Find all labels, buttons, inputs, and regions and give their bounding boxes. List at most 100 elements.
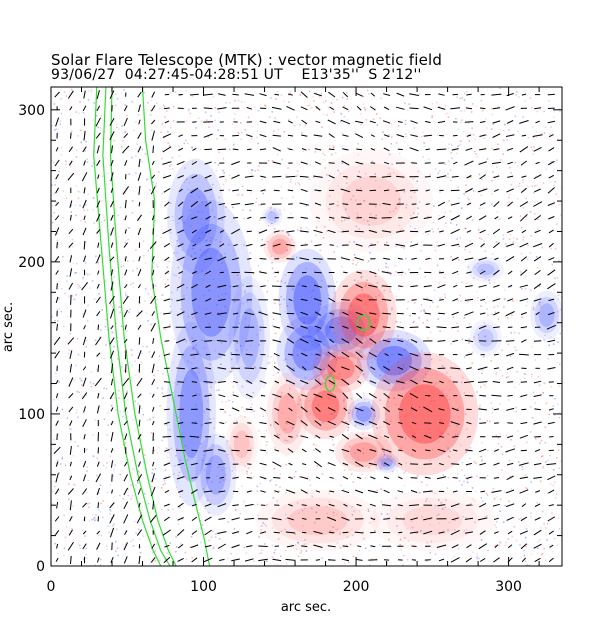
noise-speck [144,288,147,290]
field-vector [162,146,172,153]
noise-speck [332,145,334,147]
field-vector [286,230,295,233]
noise-speck [100,558,102,561]
noise-speck [365,443,367,445]
field-vector [136,310,143,317]
noise-speck [398,224,401,227]
noise-speck [74,272,76,274]
field-vector [548,312,555,316]
negative-polarity-region [261,206,283,227]
noise-speck [508,196,510,199]
noise-speck [550,126,552,128]
noise-speck [169,305,172,308]
field-vector [478,257,487,261]
noise-speck [261,238,263,241]
noise-speck [196,351,199,354]
noise-speck [167,272,169,274]
noise-speck [116,123,118,126]
noise-speck [164,482,166,485]
noise-speck [175,546,178,548]
noise-speck [549,454,551,457]
noise-speck [315,92,318,94]
noise-speck [328,501,330,503]
field-vector [288,503,293,507]
noise-speck [336,281,338,283]
noise-speck [55,201,58,204]
noise-speck [241,131,243,133]
noise-speck [119,473,121,476]
noise-speck [529,211,532,213]
noise-speck [250,472,252,474]
noise-speck [254,170,256,172]
field-vector [479,107,486,110]
noise-speck [510,172,512,174]
noise-speck [542,455,544,457]
field-vector [70,294,72,305]
noise-speck [73,483,75,486]
noise-speck [463,316,466,319]
noise-speck [176,252,179,254]
noise-speck [448,389,451,391]
noise-speck [293,367,295,370]
noise-speck [379,431,381,433]
noise-speck [270,211,273,213]
noise-speck [504,256,506,258]
noise-speck [417,212,419,215]
field-vector [190,201,199,208]
field-vector [315,559,321,561]
noise-speck [542,392,544,394]
noise-speck [378,294,380,297]
observation-time: 04:27:45-04:28:51 UT [124,67,283,83]
noise-speck [290,90,292,93]
noise-speck [467,266,469,268]
noise-speck [62,190,65,192]
field-vector [451,544,459,549]
noise-speck [119,206,122,209]
field-vector [97,242,100,248]
field-vector [424,367,432,370]
field-vector [410,407,418,412]
noise-speck [92,383,94,385]
noise-speck [497,105,500,108]
noise-speck [481,269,484,271]
noise-speck [341,255,343,258]
field-vector [137,91,142,98]
noise-speck [340,120,342,123]
noise-speck [231,123,234,125]
noise-speck [88,506,90,509]
field-vector [55,201,60,207]
noise-speck [104,325,107,328]
field-vector [340,188,351,193]
field-vector [204,148,212,151]
field-vector [396,175,405,178]
field-vector [506,475,514,481]
field-vector [381,175,392,178]
noise-speck [449,450,451,453]
noise-speck [155,190,157,192]
noise-speck [393,397,395,399]
noise-speck [463,193,465,195]
field-vector [96,530,101,535]
field-vector [479,202,486,206]
noise-speck [156,387,159,389]
noise-speck [244,416,246,418]
noise-speck [283,298,285,301]
noise-speck [258,430,260,432]
noise-speck [342,488,345,491]
noise-speck [135,532,137,534]
noise-speck [558,259,560,262]
field-vector [273,352,280,357]
noise-speck [175,536,177,538]
noise-speck [284,529,286,531]
noise-speck [408,103,410,105]
field-vector [341,448,350,453]
plot-background [51,87,562,566]
field-vector [533,256,542,262]
field-vector [231,517,240,521]
noise-speck [169,165,171,167]
negative-polarity-region [276,316,339,391]
noise-speck [222,157,225,160]
noise-speck [217,312,219,314]
field-vector [343,271,348,274]
noise-speck [456,152,458,155]
